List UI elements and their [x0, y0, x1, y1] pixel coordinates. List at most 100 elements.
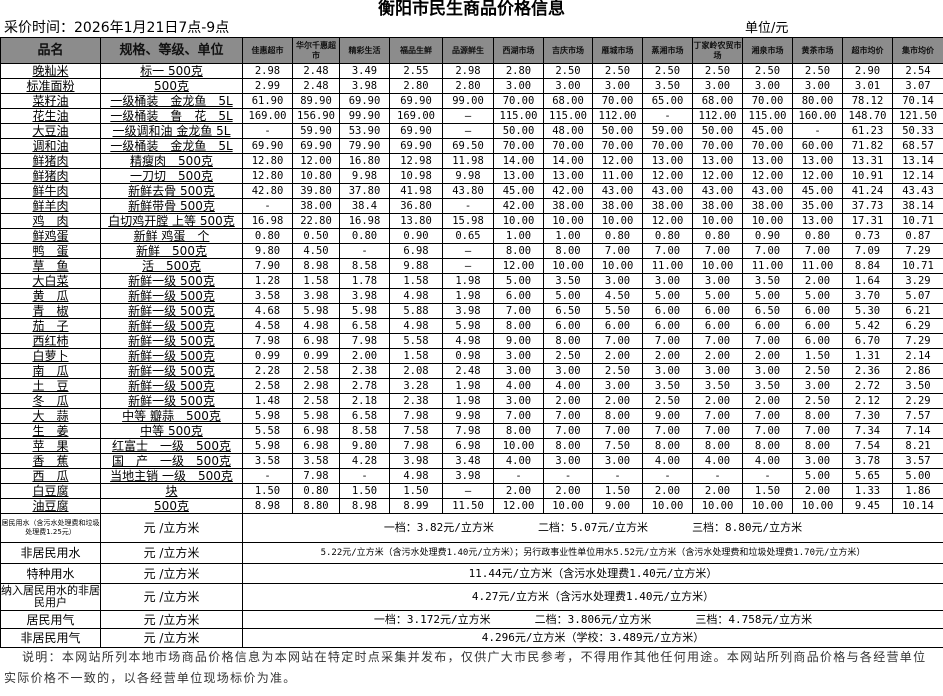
price-cell: 6.00 — [642, 318, 693, 334]
price-cell: 5.00 — [543, 288, 593, 304]
price-cell: 7.30 — [842, 408, 893, 424]
price-cell: 3.00 — [692, 273, 743, 289]
price-cell: 16.80 — [339, 153, 390, 169]
price-cell: 1.48 — [242, 393, 293, 409]
price-cell: 80.00 — [792, 93, 843, 109]
product-spec: 新鲜去骨 500克 — [100, 183, 243, 199]
price-cell: 11.00 — [592, 168, 643, 184]
price-cell: 7.00 — [493, 408, 544, 424]
price-cell: 35.00 — [792, 198, 843, 214]
price-cell: 8.00 — [692, 438, 743, 454]
price-cell: 0.73 — [842, 228, 893, 244]
table-row: 白豆腐块 1.50 0.80 1.50 1.50—2.00 2.00 1.50 2.00 2.0… — [0, 483, 943, 499]
price-cell: 43.00 — [592, 183, 643, 199]
price-cell: 68.57 — [892, 138, 943, 154]
product-name: 草 鱼 — [0, 258, 101, 274]
price-cell: 7.29 — [892, 243, 943, 259]
price-cell: 13.00 — [742, 153, 793, 169]
price-cell: 10.91 — [842, 168, 893, 184]
price-cell: 7.00 — [543, 408, 593, 424]
product-spec: 新鲜 500克 — [100, 243, 243, 259]
price-cell: 7.54 — [842, 438, 893, 454]
product-name: 鲜猪肉 — [0, 153, 101, 169]
price-cell: 4.50 — [292, 243, 340, 259]
price-cell: 9.45 — [842, 498, 893, 514]
product-spec: 一级调和油 金龙鱼 5L — [100, 123, 243, 139]
price-cell: 3.00 — [592, 378, 643, 394]
price-cell: 14.00 — [543, 153, 593, 169]
price-cell: 38.14 — [892, 198, 943, 214]
column-header: 规格、等级、单位 — [100, 37, 243, 64]
price-cell: 38.00 — [742, 198, 793, 214]
table-row: 鲜猪肉 精瘦肉 500克 12.80 12.00 16.80 12.98 11.98 14.0… — [0, 153, 943, 169]
price-cell: 0.99 — [292, 348, 340, 364]
price-cell: 69.90 — [389, 123, 443, 139]
price-cell: 3.00 — [742, 363, 793, 379]
product-spec: 块 — [100, 483, 243, 499]
price-cell: 2.80 — [493, 63, 544, 79]
price-cell: 70.00 — [642, 138, 693, 154]
price-cell: 7.00 — [692, 408, 743, 424]
price-cell: 3.48 — [442, 453, 494, 469]
price-cell: 0.80 — [292, 483, 340, 499]
price-cell: 41.98 — [389, 183, 443, 199]
price-cell: 6.00 — [792, 333, 843, 349]
price-cell: 7.00 — [642, 423, 693, 439]
price-cell: 3.00 — [543, 453, 593, 469]
price-table: 品名 规格、等级、单位 佳惠超市 华尔千惠超市 精彩生活 福品生鲜 品源鲜生 西湖市场 吉庆市场… — [0, 37, 943, 648]
price-cell: 1.64 — [842, 273, 893, 289]
price-cell: 3.50 — [692, 378, 743, 394]
table-row: 白萝卜 新鲜一级 500克 0.99 0.99 2.00 1.58 0.98 3.00 2.50… — [0, 348, 943, 364]
table-row: 草 鱼活 500克 7.90 8.98 8.58 9.88—12.00 10.00 10.0… — [0, 258, 943, 274]
price-cell: 1.00 — [493, 228, 544, 244]
price-cell: 0.80 — [792, 228, 843, 244]
table-row: 大 蒜中等 瓣蒜 500克 5.98 5.98 6.58 7.98 9.98 7.00 7.0… — [0, 408, 943, 424]
price-cell: 70.00 — [543, 138, 593, 154]
table-row: 冬 瓜新鲜一级 500克 1.48 2.58 2.18 2.38 1.98 3.00 2.00… — [0, 393, 943, 409]
product-name: 大 蒜 — [0, 408, 101, 424]
utility-row: 非居民用气元 /立方米 4.296元/立方米（学校：3.489元/立方米） — [0, 628, 943, 648]
price-cell: 2.50 — [592, 63, 643, 79]
price-cell: 13.00 — [543, 168, 593, 184]
price-cell: 7.00 — [792, 423, 843, 439]
price-cell: 12.00 — [493, 258, 544, 274]
price-cell: 3.70 — [842, 288, 893, 304]
price-cell: 11.50 — [442, 498, 494, 514]
table-row: 西红柿 新鲜一级 500克 7.98 6.98 7.98 5.58 4.98 9.00 8.00… — [0, 333, 943, 349]
price-cell: 70.00 — [493, 93, 544, 109]
column-header: 吉庆市场 — [543, 37, 593, 64]
utility-price-part: 11.44元/立方米（含污水处理费1.40元/立方米） — [468, 566, 718, 580]
price-cell: 2.00 — [493, 483, 544, 499]
utility-price-part: 二档：3.806元/立方米 — [534, 612, 652, 626]
table-row: 生 姜中等 500克 5.58 6.98 8.58 7.58 7.98 8.00 7.00 7.… — [0, 423, 943, 439]
utility-price-part: 一档：3.172元/立方米 — [373, 612, 491, 626]
column-header: 雁城市场 — [592, 37, 643, 64]
price-cell: 5.30 — [842, 303, 893, 319]
price-cell: 70.00 — [493, 138, 544, 154]
price-cell: 0.90 — [742, 228, 793, 244]
price-cell: 8.00 — [592, 408, 643, 424]
price-cell: 2.98 — [442, 63, 494, 79]
price-cell: 50.00 — [592, 123, 643, 139]
price-cell: 169.00 — [389, 108, 443, 124]
price-cell: 10.00 — [493, 213, 544, 229]
price-cell: 10.00 — [692, 498, 743, 514]
price-cell: - — [339, 468, 390, 484]
utility-row: 特种用水元 /立方米 11.44元/立方米（含污水处理费1.40元/立方米） — [0, 563, 943, 584]
price-cell: 7.98 — [292, 468, 340, 484]
price-cell: 0.65 — [442, 228, 494, 244]
product-name: 苹 果 — [0, 438, 101, 454]
product-spec: 新鲜一级 500克 — [100, 318, 243, 334]
price-cell: 3.58 — [292, 453, 340, 469]
price-cell: 70.00 — [592, 93, 643, 109]
header-row: 品名 规格、等级、单位 佳惠超市 华尔千惠超市 精彩生活 福品生鲜 品源鲜生 西湖市场 吉庆市场… — [0, 37, 943, 64]
price-cell: 4.68 — [242, 303, 293, 319]
price-cell: 7.00 — [692, 243, 743, 259]
price-cell: 8.98 — [339, 498, 390, 514]
price-cell: 38.00 — [292, 198, 340, 214]
product-spec: 一级桶装 金龙鱼 5L — [100, 138, 243, 154]
utility-unit: 元 /立方米 — [100, 542, 243, 564]
price-cell: 7.98 — [389, 438, 443, 454]
utility-name: 居民用水（含污水处理费和垃圾处理费1.25元） — [0, 513, 101, 543]
price-cell: 0.80 — [592, 228, 643, 244]
